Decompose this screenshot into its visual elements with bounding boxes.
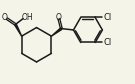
Polygon shape — [15, 24, 22, 36]
Text: Cl: Cl — [103, 38, 111, 47]
Text: O: O — [1, 13, 7, 23]
Text: OH: OH — [22, 13, 33, 22]
Text: Cl: Cl — [103, 13, 111, 22]
Text: O: O — [56, 13, 62, 22]
Polygon shape — [51, 28, 62, 36]
